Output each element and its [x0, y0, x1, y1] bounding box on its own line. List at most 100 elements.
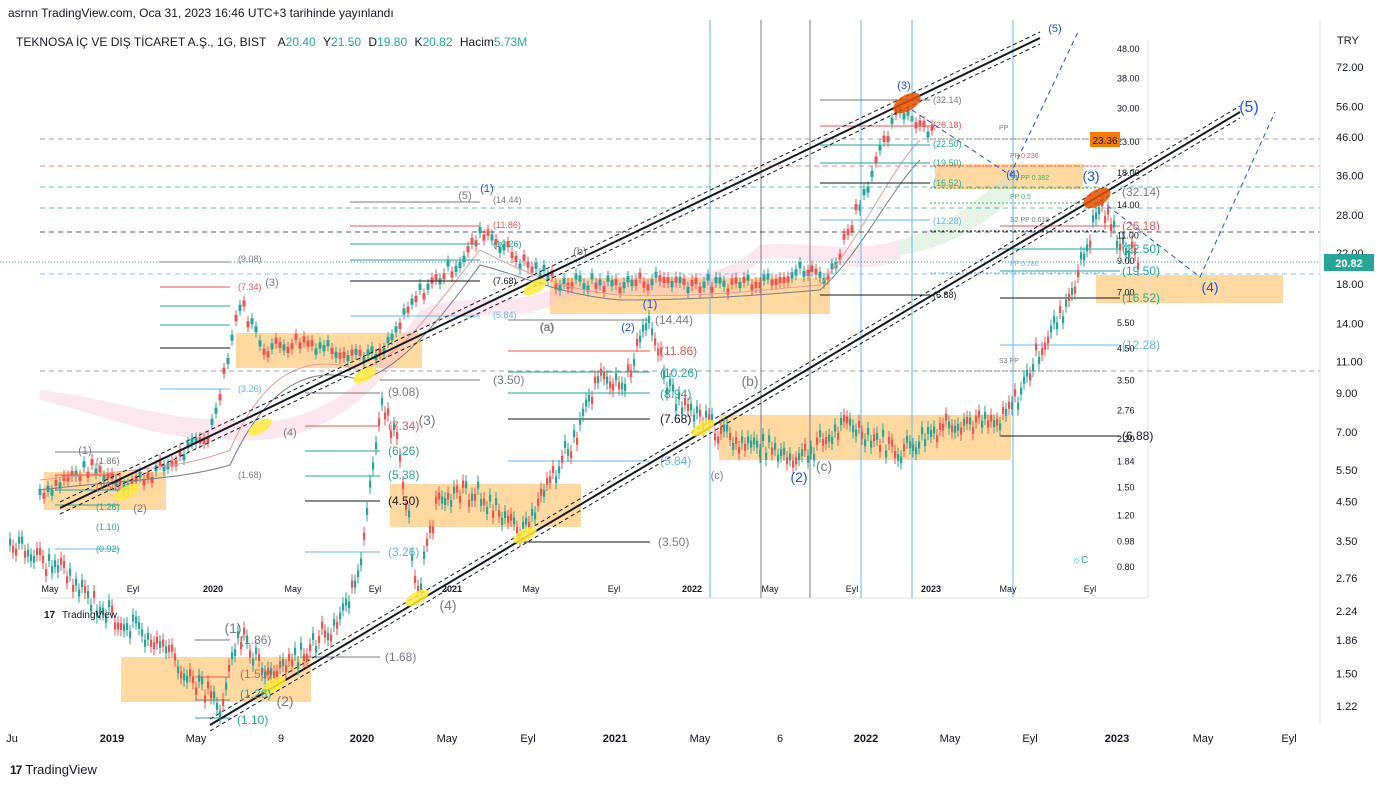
inset-x-tick: May: [41, 584, 59, 594]
inset-candle: [806, 269, 810, 276]
y-axis-tick: 9.00: [1336, 388, 1357, 400]
main-channel-upper: [209, 105, 1241, 720]
open-label: A: [277, 35, 286, 49]
inset-fib-label: (1.50): [96, 482, 120, 492]
y-axis-tick: 11.00: [1336, 356, 1363, 368]
candle: [891, 439, 894, 447]
inset-x-tick: May: [999, 584, 1017, 594]
candle: [1053, 316, 1056, 324]
inset-pivot-label: S3 PP: [999, 358, 1019, 365]
candle: [180, 671, 183, 679]
candle: [1134, 247, 1137, 255]
inset-candle: [66, 475, 70, 482]
candle: [189, 669, 192, 677]
candle: [837, 432, 840, 440]
candle: [969, 417, 972, 425]
inset-candle: [686, 286, 690, 293]
candle: [672, 384, 675, 392]
candle: [369, 480, 372, 488]
candle: [336, 621, 339, 629]
candle: [279, 661, 282, 668]
fib-level-label: (1.10): [237, 713, 268, 727]
fib-level-label: (3.50): [493, 373, 524, 387]
inset-candle: [94, 468, 98, 475]
vertical-lines: [709, 20, 1014, 598]
candle: [24, 550, 27, 558]
inset-candle: [790, 272, 794, 279]
x-axis-tick: Ju: [6, 733, 18, 745]
candle: [351, 580, 354, 588]
candle: [744, 443, 747, 451]
candle: [63, 560, 66, 568]
inset-candle: [426, 283, 430, 290]
inset-candle: [646, 284, 650, 291]
inset-candle: [90, 458, 94, 466]
candle: [1077, 270, 1080, 277]
inset-candle: [602, 286, 606, 293]
candle: [72, 584, 75, 592]
inset-fib-label: (26.18): [933, 120, 962, 130]
inset-candle: [266, 351, 270, 358]
inset-ma-fast: [39, 139, 921, 481]
inset-candle: [78, 474, 82, 481]
candle: [1089, 240, 1092, 248]
x-axis-tick: Eyl: [520, 733, 535, 745]
projection-main: [1099, 111, 1276, 278]
inset-candle: [630, 280, 634, 287]
y-axis-tick: 1.86: [1336, 635, 1357, 647]
candle: [618, 382, 621, 390]
candle: [411, 554, 414, 561]
candle: [813, 453, 816, 461]
inset-x-tick: 2021: [442, 584, 462, 594]
x-axis-tick: 2022: [854, 733, 878, 745]
candle: [486, 507, 489, 515]
inset-candle: [622, 282, 626, 289]
footer-branding[interactable]: 17 TradingView: [10, 762, 97, 777]
candle: [684, 398, 687, 406]
inset-candle: [358, 349, 362, 356]
x-axis-tick: Eyl: [1281, 733, 1296, 745]
candle: [720, 427, 723, 434]
candle: [903, 444, 906, 452]
inset-candle: [310, 340, 314, 347]
inset-y-tick: 1.50: [1117, 482, 1135, 492]
candle: [807, 455, 810, 463]
inset-candle: [782, 276, 786, 284]
candle: [921, 427, 924, 435]
candle: [1032, 364, 1035, 371]
inset-candle: [794, 269, 798, 276]
inset-candle: [262, 348, 266, 355]
inset-candle: [518, 263, 522, 270]
inset-candle: [134, 475, 138, 483]
candle: [291, 659, 294, 667]
inset-fib-label: (10.26): [493, 239, 522, 249]
inset-candle: [42, 492, 46, 499]
x-axis-tick: May: [186, 733, 207, 745]
candle: [756, 440, 759, 448]
fib-level-label: (26.18): [1122, 219, 1160, 233]
inset-candle: [854, 204, 858, 211]
candle: [975, 415, 978, 423]
y-axis-tick: 28.00: [1336, 210, 1364, 222]
inset-candle: [454, 265, 458, 272]
high-label: Y: [323, 35, 332, 49]
wave-marker-orange: [1083, 187, 1111, 209]
inset-x-tick: Eyl: [127, 584, 140, 594]
candle: [66, 576, 69, 584]
candle: [231, 652, 234, 660]
inset-candle: [778, 277, 782, 284]
candle: [90, 604, 93, 612]
inset-wave-label: (c): [711, 470, 724, 482]
candle: [222, 698, 225, 706]
candle: [1110, 224, 1113, 232]
candle: [987, 420, 990, 428]
inset-fib-label: (3.26): [238, 384, 262, 394]
candle: [483, 498, 486, 506]
candle: [51, 566, 54, 574]
candle: [444, 498, 447, 505]
candle: [951, 425, 954, 433]
inset-candle: [606, 275, 610, 282]
candle: [609, 381, 612, 389]
candle: [348, 601, 351, 609]
